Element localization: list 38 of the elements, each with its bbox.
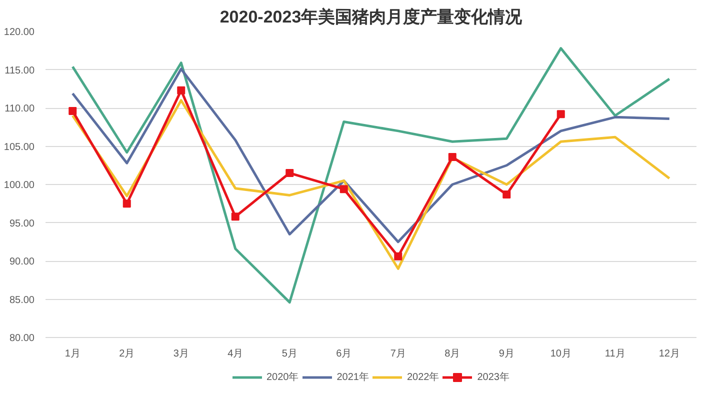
y-tick-label: 115.00	[4, 65, 35, 76]
point	[556, 110, 565, 118]
y-tick-label: 120.00	[4, 27, 35, 38]
x-tick-label: 7月	[390, 348, 406, 360]
y-tick-label: 90.00	[9, 256, 35, 268]
point	[394, 252, 402, 260]
legend-label: 2021年	[336, 371, 369, 384]
point	[177, 86, 186, 94]
x-tick-label: 4月	[228, 348, 244, 360]
line-series	[71, 47, 671, 304]
point	[122, 200, 131, 208]
point	[231, 212, 240, 221]
point	[448, 152, 456, 161]
x-tick-label: 8月	[444, 348, 460, 360]
x-tick-label: 6月	[336, 348, 352, 360]
y-tick-label: 110.00	[4, 104, 35, 114]
x-tick-label: 5月	[282, 348, 298, 360]
x-tick-label: 12月	[658, 348, 680, 360]
x-tick-label: 1月	[64, 348, 80, 360]
x-tick-label: 10月	[550, 348, 572, 360]
x-tick-label: 3月	[173, 348, 189, 360]
point	[340, 185, 348, 194]
x-tick-label: 9月	[498, 348, 514, 360]
y-tick-label: 80.00	[9, 333, 35, 344]
y-tick-label: 105.00	[4, 142, 35, 153]
x-tick-label: 2月	[119, 348, 135, 360]
legend-label: 2023年	[477, 371, 510, 384]
x-tick-label: 11月	[604, 348, 626, 360]
y-tick-label: 100.00	[4, 180, 35, 191]
chart-title: 2020-2023年美国猪肉月度产量变化情况	[220, 8, 524, 26]
legend-label: 2020年	[266, 371, 299, 384]
y-tick-label: 95.00	[9, 218, 35, 230]
line-series	[71, 68, 671, 244]
y-tick-label: 85.00	[9, 294, 35, 306]
point	[286, 169, 294, 178]
legend-label: 2022年	[407, 371, 440, 384]
point	[502, 190, 511, 198]
point	[68, 107, 77, 116]
